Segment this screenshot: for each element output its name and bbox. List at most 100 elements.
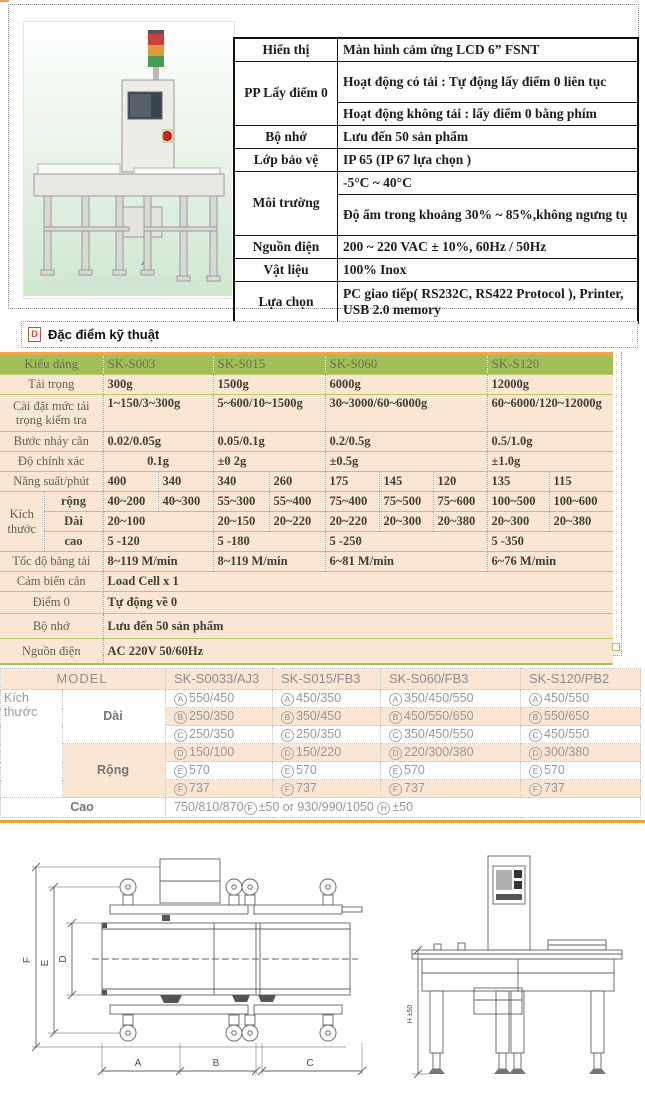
circled-letter: B [174, 710, 188, 724]
cell: F 737 [520, 779, 642, 798]
cell: 175 [324, 471, 380, 492]
divider-rule [0, 820, 645, 823]
table-row: Bước nhảy cân 0.02/0.05g 0.05/0.1g 0.2/0… [0, 431, 614, 452]
cell: 30~3000/60~6000g [324, 394, 488, 432]
table-row: cao 5 -120 5 -180 5 -250 5 -350 [0, 531, 614, 552]
table-row: Môi trường -5°C ~ 40°C [233, 171, 639, 236]
column-header: SK-S015/FB3 [272, 668, 382, 690]
cell: 0.2/0.5g [324, 431, 488, 452]
cell: 20~220 [324, 511, 380, 532]
cell: 75~500 [378, 491, 434, 512]
circled-letter: A [389, 692, 403, 706]
cell: F 737 [165, 779, 274, 798]
circled-letter: A [281, 692, 295, 706]
row-label: Năng suất/phút [0, 471, 104, 492]
circled-letter: F [389, 782, 403, 796]
table-row: Rộng D 150/100 D 150/220 D 220/300/380 D 300… [1, 743, 642, 798]
cell: E 570 [520, 761, 642, 780]
cell: B 550/650 [520, 707, 642, 726]
row-sublabel: Dài [43, 511, 104, 532]
spec-label: Môi trường [233, 171, 338, 236]
cell: E 570 [272, 761, 382, 780]
machine-illustration [24, 22, 232, 296]
row-label: Điểm 0 [0, 591, 104, 614]
cell: ±0.5g [324, 451, 488, 472]
cell: 20~300 [486, 511, 550, 532]
table-row: MODEL SK-S0033/AJ3 SK-S015/FB3 SK-S060/F… [0, 668, 642, 690]
cell: 5 -350 [486, 531, 614, 552]
tech-spec-section: Kiểu dáng SK-S003 SK-S015 SK-S060 SK-S12… [0, 352, 622, 665]
cell: 20~220 [268, 511, 326, 532]
circled-letter: C [389, 728, 403, 742]
row-sublabel: Rộng [61, 743, 167, 798]
table-row: B 250/350 B 350/450 B 450/550/650 B 550/650 [1, 707, 642, 726]
cell: C 350/450/550 [380, 725, 522, 744]
cell: 55~300 [212, 491, 270, 512]
cell: 40~200 [102, 491, 159, 512]
spec-value: Hoạt động không tải : lấy điểm 0 bằng ph… [337, 102, 639, 126]
cell: 0.1g [102, 451, 214, 472]
circled-letter: F [174, 782, 188, 796]
cell: 750/810/870 F ±50 or 930/990/1050 H ±50 [165, 797, 642, 818]
spec-value: PC giao tiếp( RS232C, RS422 Protocol ), … [337, 281, 639, 324]
cell: 100~500 [486, 491, 550, 512]
cell: 8~119 M/min [212, 551, 326, 572]
cell: 55~400 [268, 491, 326, 512]
circled-letter: D [281, 746, 295, 760]
product-photo [23, 21, 235, 299]
circled-letter: H [377, 801, 391, 815]
spec-table: Hiển thị Màn hình cảm ứng LCD 6” FSNT PP… [233, 37, 639, 324]
cell: D 150/220 [272, 743, 382, 762]
cell: 0.05/0.1g [212, 431, 326, 452]
overview-section: Hiển thị Màn hình cảm ứng LCD 6” FSNT PP… [8, 4, 639, 324]
cell: D 300/380 [520, 743, 642, 762]
cell: 60~6000/120~12000g [486, 394, 614, 432]
cell: Load Cell x 1 [102, 571, 614, 592]
table-row: Độ ẩm trong khoảng 30% ~ 85%,không ngưng… [234, 194, 639, 236]
cell: 5~600/10~1500g [212, 394, 326, 432]
cell: 0.02/0.05g [102, 431, 214, 452]
cell: 0.5/1.0g [486, 431, 614, 452]
spec-value: IP 65 (IP 67 lựa chọn ) [337, 148, 639, 172]
cell: F 737 [272, 779, 382, 798]
table-row: Năng suất/phút 400 340 340 260 175 145 1… [0, 471, 614, 492]
row-label: Tốc độ băng tải [0, 551, 104, 572]
cell: C 250/350 [272, 725, 382, 744]
dim-label-height: H ±50 [407, 1005, 414, 1024]
spec-label: Hiển thị [233, 37, 338, 62]
front-view-drawing: H ±50 [407, 855, 623, 1079]
spec-label: PP Lấy điểm 0 [233, 61, 338, 126]
dim-label-a: A [135, 1058, 142, 1069]
cell: B 350/450 [272, 707, 382, 726]
table-row: Tải trọng 300g 1500g 6000g 12000g [0, 374, 614, 395]
cell: 20~300 [378, 511, 434, 532]
tech-spec-table: Kiểu dáng SK-S003 SK-S015 SK-S060 SK-S12… [0, 352, 614, 665]
spec-label: Vật liệu [233, 258, 338, 282]
model-dimension-table: MODEL SK-S0033/AJ3 SK-S015/FB3 SK-S060/F… [0, 668, 642, 818]
dim-label-f: F [22, 957, 33, 963]
spec-value: Độ ẩm trong khoảng 30% ~ 85%,không ngưng… [337, 194, 639, 236]
resize-handle [612, 643, 620, 651]
cell: 12000g [486, 374, 614, 395]
cell: 260 [268, 471, 326, 492]
cell: 135 [486, 471, 550, 492]
bullet-icon: D [28, 327, 41, 342]
table-row: Dài 20~100 20~150 20~220 20~220 20~300 2… [0, 511, 614, 532]
dim-label-b: B [213, 1058, 220, 1069]
table-row: Vật liệu 100% Inox [233, 258, 639, 282]
cell: C 250/350 [165, 725, 274, 744]
cell: 120 [432, 471, 488, 492]
circled-letter: D [389, 746, 403, 760]
column-header: SK-S0033/AJ3 [165, 668, 274, 690]
spec-value: -5°C ~ 40°C [337, 171, 639, 195]
cell: C 450/550 [520, 725, 642, 744]
table-row: Lớp bảo vệ IP 65 (IP 67 lựa chọn ) [233, 148, 639, 172]
row-label: Kích thước [0, 689, 63, 798]
table-row: Bộ nhớ Lưu đến 50 sản phẩm [0, 613, 614, 639]
column-header: SK-S003 [102, 353, 214, 375]
row-sublabel: cao [43, 531, 104, 552]
circled-letter: B [529, 710, 543, 724]
dim-label-c: C [306, 1058, 313, 1069]
spec-value: Lưu đến 50 sản phẩm [337, 125, 639, 149]
cell: 20~380 [548, 511, 614, 532]
